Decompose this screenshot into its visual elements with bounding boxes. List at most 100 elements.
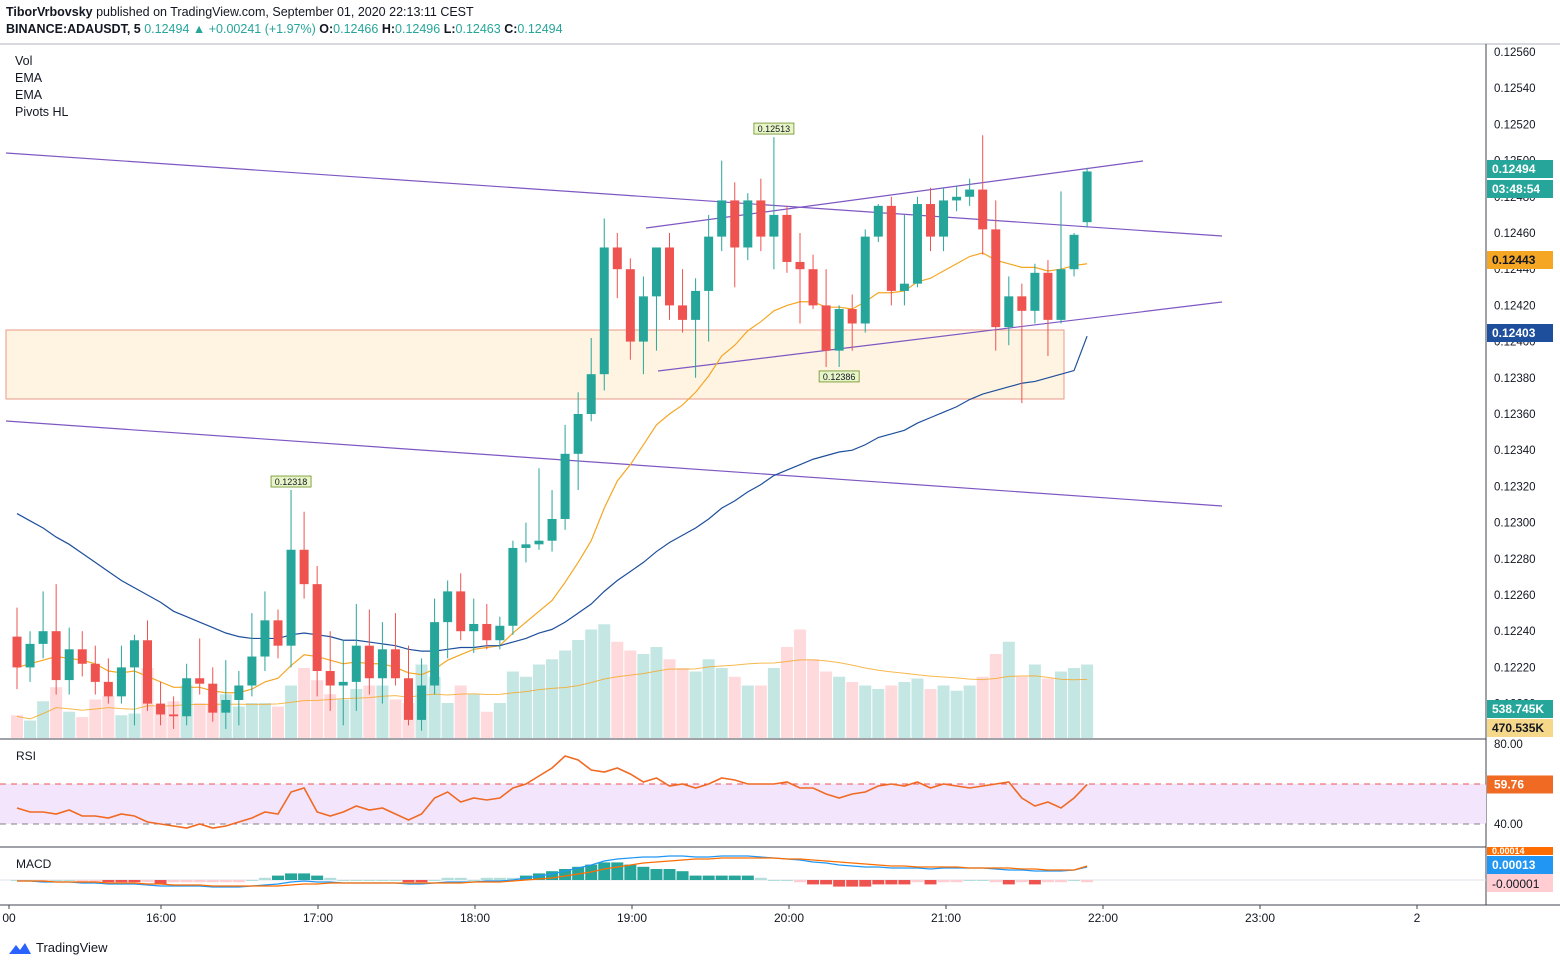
rsi-pane-title: RSI	[16, 749, 36, 763]
candle-body	[169, 714, 179, 717]
price-tick-label: 0.12320	[1494, 481, 1536, 493]
volume-bar	[767, 668, 780, 738]
price-tick-label: 0.12420	[1494, 300, 1536, 312]
macd-histogram-bar	[546, 871, 559, 880]
candle-body	[208, 683, 218, 713]
volume-bar	[128, 713, 141, 738]
candle-body	[273, 620, 283, 646]
volume-bar	[598, 624, 611, 738]
candle-body	[1082, 171, 1092, 223]
macd-histogram-bar	[611, 862, 624, 880]
ema-fast-tag-bg	[1487, 251, 1553, 269]
time-tick-label: 20:00	[774, 911, 804, 925]
candle-body	[638, 296, 648, 342]
legend-item: Vol	[15, 54, 32, 68]
macd-histogram-bar	[102, 880, 115, 883]
price-tick-label: 0.12380	[1494, 373, 1536, 385]
candle-body	[978, 189, 988, 230]
volume-bar	[728, 676, 741, 738]
macd-line-tag-bg	[1487, 856, 1553, 874]
volume-bar	[780, 647, 793, 738]
candle-body	[77, 649, 87, 664]
candle-body	[678, 305, 688, 320]
pivot-label-text: 0.12386	[823, 372, 856, 382]
volume-bar	[76, 717, 89, 738]
volume-bar	[637, 654, 650, 738]
indicator-legend: Vol EMA EMA Pivots HL	[15, 54, 69, 119]
volume-bar	[102, 696, 115, 738]
candle-body	[860, 236, 870, 324]
macd-histogram-bar	[989, 880, 1002, 883]
macd-histogram-bar	[376, 880, 389, 881]
volume-bar	[311, 680, 324, 738]
volume-bar	[115, 715, 128, 738]
candle-body	[129, 640, 139, 668]
brand-label: TradingView	[36, 940, 108, 955]
macd-histogram-bar	[598, 862, 611, 880]
macd-histogram-bar	[193, 880, 206, 883]
macd-histogram-bar	[702, 875, 715, 880]
volume-bar	[1002, 641, 1015, 738]
macd-hist-tag-bg	[1487, 874, 1553, 892]
last-price-tag-bg	[1487, 160, 1553, 178]
volume-bar	[506, 671, 519, 738]
candle-body	[508, 547, 518, 626]
candle-body	[965, 189, 975, 197]
macd-histogram-bar	[128, 880, 141, 883]
volume-bar	[324, 694, 337, 738]
volume-bar	[807, 659, 820, 738]
price-tick-label: 0.12300	[1494, 518, 1536, 530]
author-name[interactable]: TiborVrbovsky	[6, 5, 93, 19]
macd-signal-tag-bg	[1487, 847, 1553, 855]
volume-ma-line	[16, 659, 1088, 720]
low-value: 0.12463	[455, 22, 501, 36]
candle-body	[534, 540, 544, 545]
volume-bar	[585, 629, 598, 738]
volume-bar	[441, 703, 454, 738]
macd-histogram-bar	[141, 880, 154, 883]
macd-pane: MACD 0.00014 0.00013 -0.00001	[0, 846, 1553, 892]
volume-bar	[89, 699, 102, 738]
macd-line	[17, 855, 1088, 888]
pivot-label-text: 0.12513	[758, 124, 791, 134]
macd-histogram-bar	[663, 869, 676, 880]
candle-body	[651, 247, 661, 297]
candle-body	[351, 645, 361, 682]
candle-body	[325, 671, 335, 686]
candle-body	[717, 200, 727, 237]
macd-histogram-bar	[689, 875, 702, 880]
macd-histogram-bar	[467, 880, 480, 881]
time-tick-label: 19:00	[617, 911, 647, 925]
tradingview-brand[interactable]: TradingView	[8, 940, 108, 955]
volume-bar	[898, 682, 911, 738]
candle-body	[1043, 272, 1053, 320]
macd-histogram-bar	[219, 880, 232, 883]
macd-histogram-bar	[898, 880, 911, 885]
candle-body	[1004, 296, 1014, 328]
volume-bar	[1028, 664, 1041, 738]
macd-histogram-bar	[258, 877, 271, 880]
volume-bar	[363, 685, 376, 738]
volume-bar	[272, 706, 284, 738]
candle-body	[25, 643, 35, 668]
volume-ma-tag: 470.535K	[1492, 721, 1544, 735]
volume-bar	[950, 690, 963, 738]
volume-tag: 538.745K	[1492, 702, 1544, 716]
macd-histogram-bar	[285, 873, 298, 880]
volume-bar	[533, 664, 545, 738]
candle-body	[847, 309, 857, 324]
candle-body	[952, 196, 962, 201]
macd-histogram-bar	[441, 877, 454, 880]
symbol-label[interactable]: BINANCE:ADAUSDT, 5	[6, 22, 141, 36]
ema-slow-tag: 0.12403	[1492, 326, 1536, 340]
candle-body	[691, 290, 701, 320]
candle-body	[221, 699, 231, 713]
rsi-pane: 80.00 40.00 59.76 RSI	[0, 739, 1553, 831]
candle-body	[38, 631, 48, 644]
candle-body	[912, 204, 922, 284]
candle-body	[834, 309, 844, 351]
volume-bar	[454, 685, 467, 738]
candle-body	[743, 200, 753, 248]
time-tick-label: 22:00	[1088, 911, 1118, 925]
